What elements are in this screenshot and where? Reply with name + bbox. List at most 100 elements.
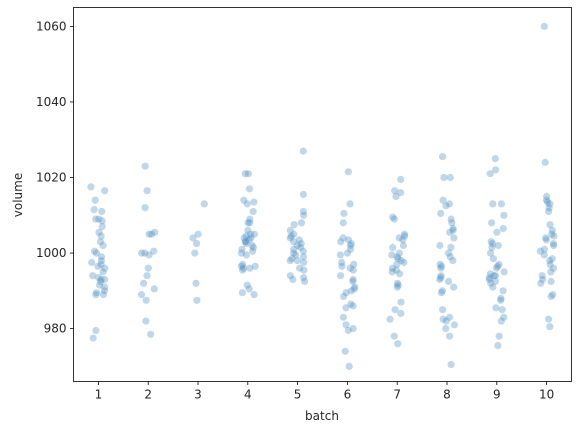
data-point <box>300 274 308 282</box>
data-point <box>541 158 549 166</box>
data-point <box>493 228 501 236</box>
data-point <box>193 240 201 248</box>
data-point <box>392 266 400 274</box>
data-point <box>445 277 453 285</box>
data-point <box>342 289 350 297</box>
data-point <box>436 241 444 250</box>
data-point <box>350 285 358 293</box>
data-point <box>391 306 399 314</box>
data-point <box>485 275 493 284</box>
data-point <box>343 249 351 257</box>
data-point <box>437 272 445 280</box>
data-point <box>548 226 556 234</box>
data-point <box>542 236 551 244</box>
data-point <box>290 249 298 257</box>
data-point <box>391 187 399 195</box>
data-point <box>101 275 109 284</box>
data-point <box>339 219 347 227</box>
data-point <box>447 360 455 369</box>
data-point <box>549 291 557 299</box>
data-point <box>293 241 301 250</box>
y-axis-label: volume <box>11 173 25 217</box>
data-point <box>286 257 294 265</box>
data-point <box>547 292 555 301</box>
data-point <box>500 313 508 321</box>
data-point <box>540 22 548 30</box>
data-point <box>95 228 103 236</box>
data-point <box>439 153 447 161</box>
data-point <box>247 234 255 242</box>
data-point <box>98 207 106 216</box>
data-point <box>490 272 498 280</box>
data-point <box>492 264 501 272</box>
data-point <box>449 226 457 234</box>
data-point <box>489 255 497 263</box>
data-point <box>494 262 502 270</box>
x-tick-label: 1 <box>95 388 103 402</box>
data-point <box>437 264 445 272</box>
data-point <box>342 304 350 312</box>
data-point <box>97 253 106 261</box>
y-tick-label: 1000 <box>36 246 67 260</box>
x-tick-label: 9 <box>493 388 501 402</box>
data-point <box>399 241 407 250</box>
data-point <box>545 315 553 323</box>
x-tick-label: 2 <box>144 388 152 402</box>
data-point <box>488 240 497 248</box>
data-point <box>491 277 500 285</box>
data-point <box>550 232 558 240</box>
data-point <box>401 232 409 240</box>
data-point <box>542 234 550 242</box>
data-point <box>388 251 396 259</box>
data-point <box>249 247 257 255</box>
data-point <box>237 249 246 257</box>
y-axis-ticks: 980 1000 1020 1040 1060 <box>36 19 74 336</box>
y-tick-label: 980 <box>44 322 67 336</box>
data-point <box>397 175 405 183</box>
data-point <box>540 251 548 259</box>
data-point <box>99 291 107 299</box>
data-point <box>446 313 454 321</box>
data-point <box>500 211 508 219</box>
data-point <box>399 236 407 244</box>
data-point <box>96 281 104 289</box>
data-point <box>286 234 294 242</box>
data-point <box>394 340 402 348</box>
data-point <box>389 243 397 251</box>
data-point <box>393 279 402 287</box>
data-point <box>349 302 357 310</box>
data-point <box>400 230 409 238</box>
data-point <box>488 243 496 251</box>
data-point <box>249 243 257 251</box>
data-point <box>89 272 97 280</box>
data-point <box>96 238 104 246</box>
data-point <box>287 232 295 240</box>
data-point <box>448 219 456 227</box>
data-point <box>290 245 298 253</box>
data-point <box>147 330 155 338</box>
data-point <box>200 200 208 208</box>
data-point <box>286 272 294 280</box>
data-point <box>349 266 357 274</box>
data-point <box>548 255 556 263</box>
data-point <box>300 258 308 267</box>
data-point <box>244 170 252 178</box>
data-point <box>347 245 355 253</box>
data-point <box>99 241 107 250</box>
data-point <box>101 187 109 195</box>
data-point <box>447 215 455 223</box>
data-point <box>346 241 354 250</box>
data-point <box>437 289 446 297</box>
data-point <box>96 277 105 285</box>
data-point <box>243 200 251 208</box>
data-point <box>150 285 158 293</box>
data-point <box>390 215 398 223</box>
data-point <box>299 253 308 261</box>
data-point <box>150 247 158 255</box>
data-point <box>449 224 457 233</box>
data-point <box>297 240 305 248</box>
data-point <box>250 198 258 206</box>
data-point <box>547 277 555 285</box>
data-point <box>290 238 298 246</box>
data-point <box>346 264 354 272</box>
